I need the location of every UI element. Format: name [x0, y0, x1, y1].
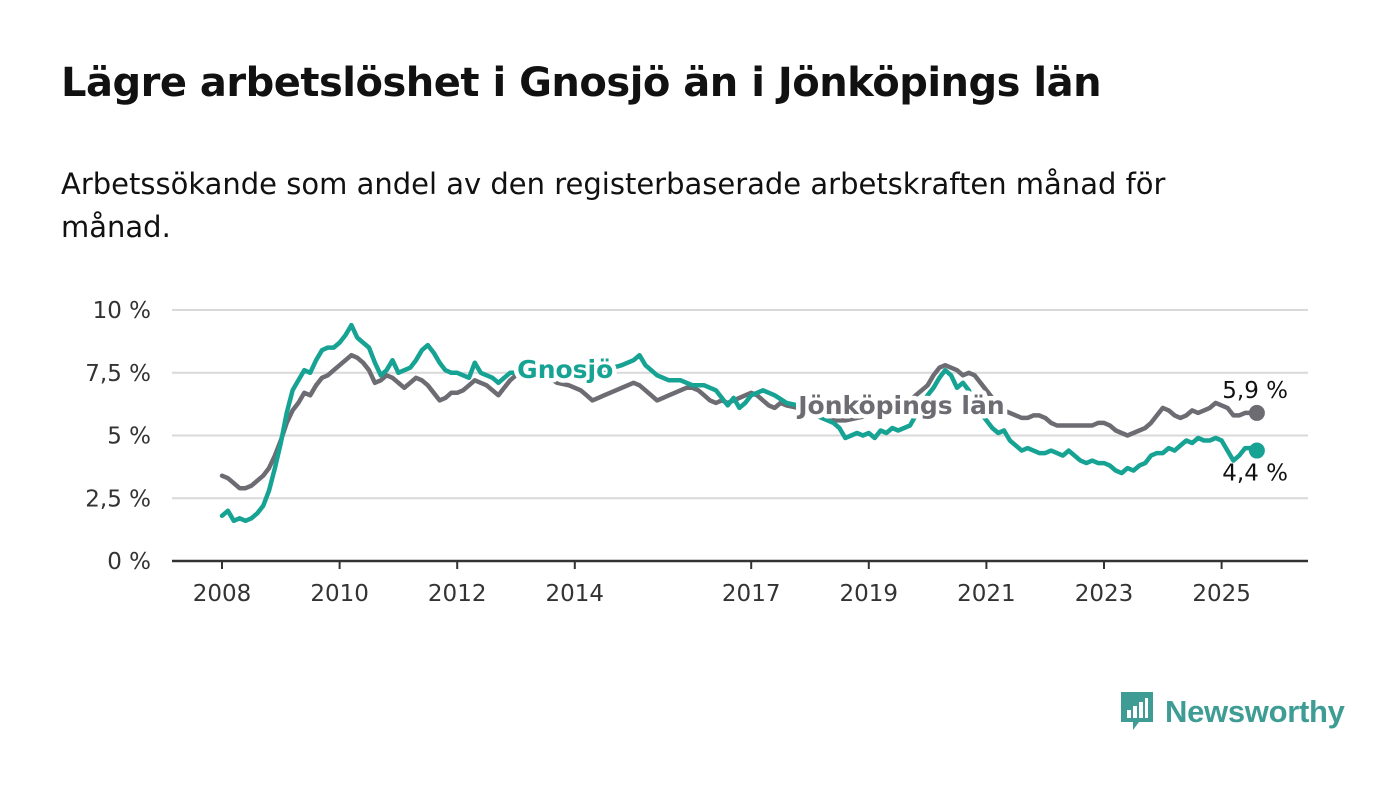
x-tick-label: 2014: [546, 581, 605, 607]
series-label-jonkopings-lan: Jönköpings län: [796, 391, 1004, 420]
x-axis-ticks: 2008 2010 2012 2014 2017 2019 2021 2023 2025: [193, 561, 1251, 607]
chart-subtitle: Arbetssökande som andel av den registerb…: [61, 167, 1166, 244]
y-tick-label: 2,5 %: [85, 486, 151, 512]
x-tick-label: 2021: [957, 581, 1016, 607]
x-tick-label: 2019: [840, 581, 899, 607]
end-point-jonkopings-lan: [1248, 404, 1265, 421]
x-tick-label: 2025: [1192, 581, 1251, 607]
series-label-gnosjo: Gnosjö: [517, 355, 613, 384]
newsworthy-logo-text: Newsworthy: [1165, 694, 1345, 729]
x-tick-label: 2012: [428, 581, 487, 607]
series-labels: Gnosjö Jönköpings län 5,9 % 4,4 %: [513, 350, 1288, 487]
y-tick-label: 7,5 %: [85, 361, 151, 387]
end-point-gnosjo: [1248, 442, 1265, 459]
y-axis-ticks: 0 % 2,5 % 5 % 7,5 % 10 %: [85, 298, 151, 575]
newsworthy-logo-icon: [1121, 692, 1153, 730]
end-value-gnosjo: 4,4 %: [1222, 461, 1288, 487]
y-tick-label: 10 %: [93, 298, 151, 324]
gridlines: [172, 309, 1308, 500]
x-tick-label: 2023: [1075, 581, 1134, 607]
y-tick-label: 5 %: [107, 424, 151, 450]
series-line-gnosjo: [219, 322, 1260, 524]
x-tick-label: 2008: [193, 581, 252, 607]
series-lines: [219, 322, 1265, 524]
end-value-jonkopings-lan: 5,9 %: [1222, 378, 1288, 404]
chart-title: Lägre arbetslöshet i Gnosjö än i Jönköpi…: [61, 60, 1102, 106]
newsworthy-logo: Newsworthy: [1119, 690, 1345, 734]
x-tick-label: 2017: [722, 581, 781, 607]
series-line-jonkopings-lan: [219, 352, 1260, 491]
x-tick-label: 2010: [310, 581, 369, 607]
y-tick-label: 0 %: [107, 549, 151, 575]
